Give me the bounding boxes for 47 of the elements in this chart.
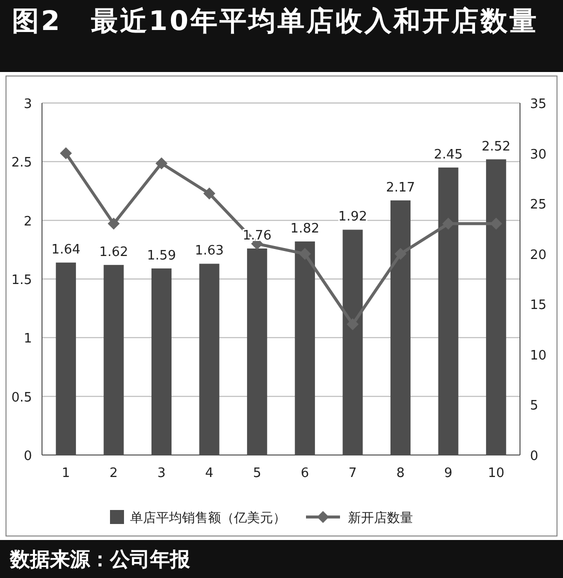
data-label: 2.45: [434, 148, 463, 163]
data-label: 1.63: [194, 244, 224, 259]
y-tick-label: 1: [24, 332, 32, 347]
source-note: 数据来源：公司年报: [0, 540, 563, 578]
x-tick-label: 8: [396, 466, 405, 481]
x-tick-label: 7: [348, 466, 357, 481]
y-tick-label: 1.5: [11, 273, 32, 288]
point: [394, 248, 406, 260]
point: [156, 157, 168, 170]
legend-label: 单店平均销售额（亿美元）: [130, 510, 286, 526]
point: [346, 318, 359, 330]
data-label: 1.59: [147, 248, 176, 264]
x-tick-label: 6: [300, 466, 310, 481]
x-tick-label: 2: [110, 466, 118, 481]
x-tick-label: 3: [157, 466, 166, 481]
y-tick-label: 0: [24, 449, 32, 464]
data-label: 2.17: [386, 180, 415, 196]
y2-tick-label: 20: [530, 248, 547, 263]
point: [108, 218, 120, 230]
y-tick-label: 2.5: [11, 156, 32, 171]
data-label: 1.92: [338, 210, 368, 225]
point: [203, 188, 216, 200]
x-tick-label: 10: [488, 466, 504, 481]
y-tick-label: 2: [24, 214, 32, 230]
x-tick-label: 9: [444, 466, 452, 481]
y2-tick-label: 10: [530, 348, 547, 364]
y2-tick-label: 30: [530, 147, 547, 162]
data-label: 2.52: [482, 139, 511, 154]
y2-tick-label: 5: [530, 398, 538, 414]
point: [60, 147, 72, 160]
y-tick-label: 0.5: [11, 390, 32, 406]
chart-title: 图2 最近10年平均单店收入和开店数量: [0, 0, 563, 72]
point: [490, 218, 502, 230]
y2-tick-label: 25: [530, 198, 547, 213]
x-tick-label: 5: [252, 466, 262, 481]
point: [298, 248, 311, 260]
legend-label: 新开店数量: [348, 510, 413, 526]
data-label: 1.82: [290, 221, 320, 236]
data-label: 1.62: [99, 244, 128, 260]
y2-tick-label: 15: [530, 298, 547, 314]
data-label: 1.64: [51, 242, 80, 258]
y2-tick-label: 0: [530, 449, 538, 464]
y2-tick-label: 35: [530, 97, 547, 112]
y-tick-label: 3: [24, 97, 32, 112]
x-tick-label: 1: [62, 466, 70, 481]
x-tick-label: 4: [205, 466, 214, 481]
point: [442, 218, 454, 230]
